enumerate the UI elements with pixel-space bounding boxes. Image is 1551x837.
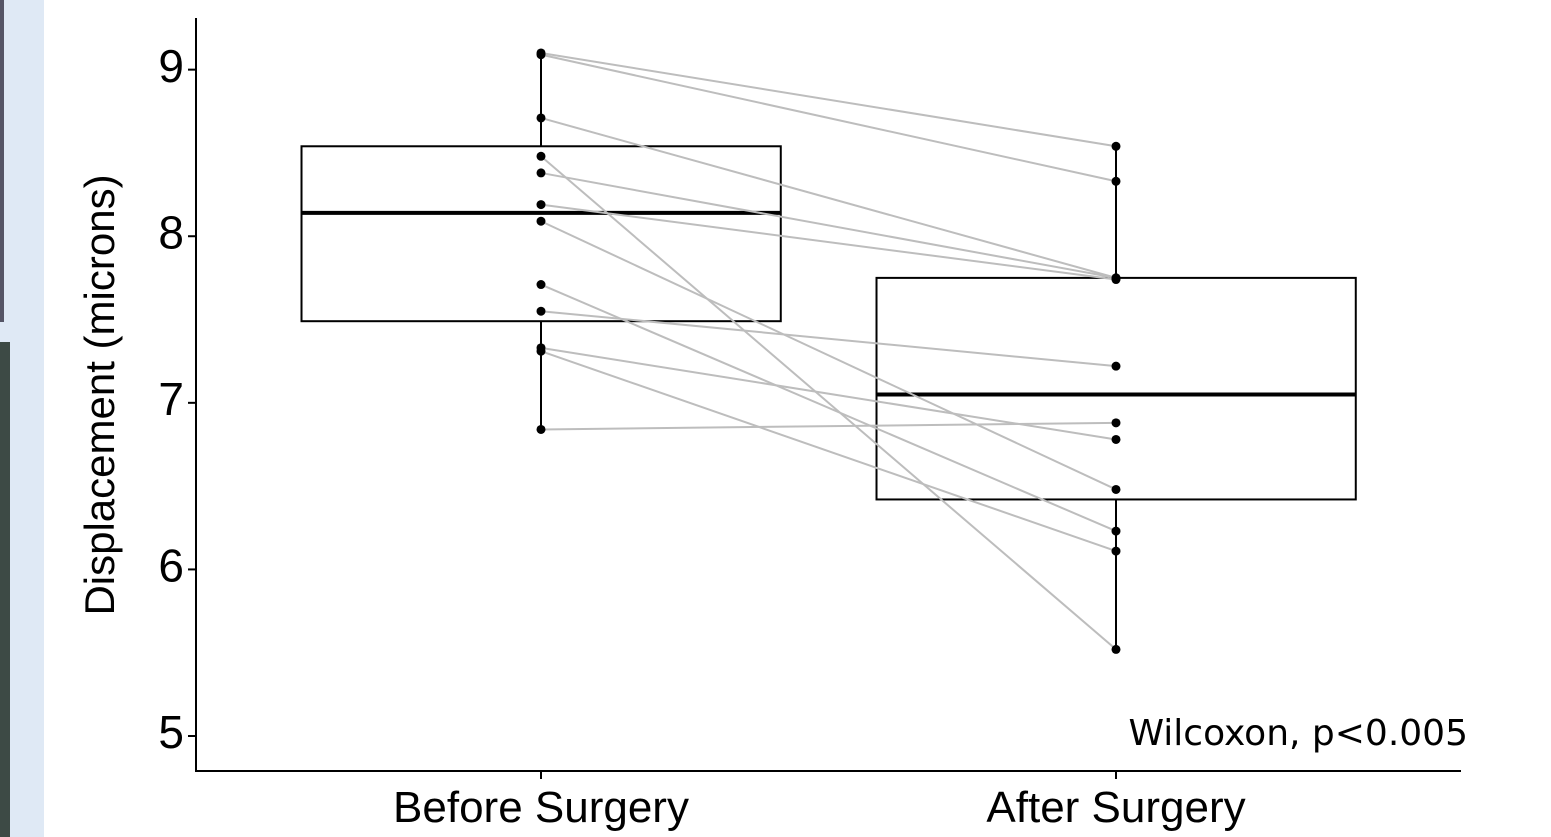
- point: [537, 280, 546, 289]
- point: [1112, 485, 1121, 494]
- y-tick-label: 9: [158, 40, 184, 92]
- annotation: Wilcoxon, p<0.005: [1128, 713, 1468, 754]
- point: [537, 168, 546, 177]
- box: [877, 278, 1356, 500]
- point: [1112, 142, 1121, 151]
- pair-line: [541, 53, 1116, 146]
- point: [1112, 418, 1121, 427]
- side-image: [0, 342, 10, 837]
- y-tick-label: 7: [158, 373, 184, 425]
- point: [537, 113, 546, 122]
- y-tick-label: 6: [158, 540, 184, 592]
- y-axis-label: Displacement (microns): [76, 174, 123, 615]
- y-tick-label: 8: [158, 206, 184, 258]
- x-tick-label: After Surgery: [986, 783, 1245, 832]
- chart: Displacement (microns) Wilcoxon, p<0.005…: [0, 0, 1551, 837]
- point: [1112, 435, 1121, 444]
- point: [537, 50, 546, 59]
- point: [1112, 362, 1121, 371]
- side-image: [0, 0, 4, 322]
- y-tick-label: 5: [158, 706, 184, 758]
- point: [1112, 177, 1121, 186]
- point: [537, 152, 546, 161]
- point: [1112, 547, 1121, 556]
- x-tick-label: Before Surgery: [393, 783, 689, 832]
- point: [537, 347, 546, 356]
- point: [537, 217, 546, 226]
- point: [1112, 645, 1121, 654]
- point: [537, 425, 546, 434]
- point: [1112, 527, 1121, 536]
- point: [1112, 275, 1121, 284]
- point: [537, 200, 546, 209]
- point: [537, 307, 546, 316]
